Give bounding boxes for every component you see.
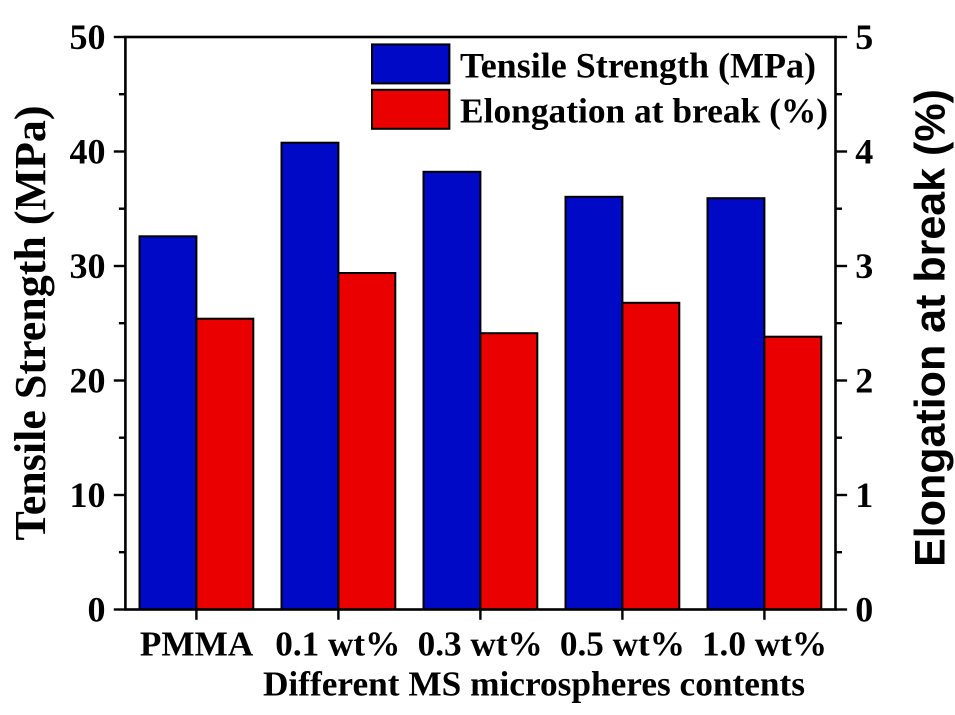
svg-text:10: 10 (70, 475, 106, 515)
svg-text:1: 1 (855, 475, 873, 515)
svg-text:30: 30 (70, 246, 106, 286)
svg-text:0: 0 (855, 589, 873, 629)
svg-text:Elongation at break (%): Elongation at break (%) (460, 91, 828, 131)
svg-text:0.3 wt%: 0.3 wt% (418, 625, 543, 664)
svg-text:4: 4 (855, 131, 873, 171)
svg-text:20: 20 (70, 360, 106, 400)
svg-text:1.0 wt%: 1.0 wt% (702, 625, 827, 664)
svg-text:50: 50 (70, 17, 106, 57)
svg-text:0: 0 (88, 589, 106, 629)
svg-text:Tensile Strength (MPa): Tensile Strength (MPa) (460, 45, 816, 85)
svg-text:Tensile Strength (MPa): Tensile Strength (MPa) (6, 105, 55, 540)
svg-text:5: 5 (855, 17, 873, 57)
svg-text:PMMA: PMMA (140, 625, 254, 664)
svg-text:40: 40 (70, 131, 106, 171)
svg-text:0.1 wt%: 0.1 wt% (275, 625, 400, 664)
svg-text:Different MS microspheres cont: Different MS microspheres contents (263, 665, 805, 704)
svg-text:Elongation at break (%): Elongation at break (%) (907, 89, 955, 567)
svg-text:0.5 wt%: 0.5 wt% (560, 625, 685, 664)
svg-text:3: 3 (855, 246, 873, 286)
svg-text:2: 2 (855, 360, 873, 400)
